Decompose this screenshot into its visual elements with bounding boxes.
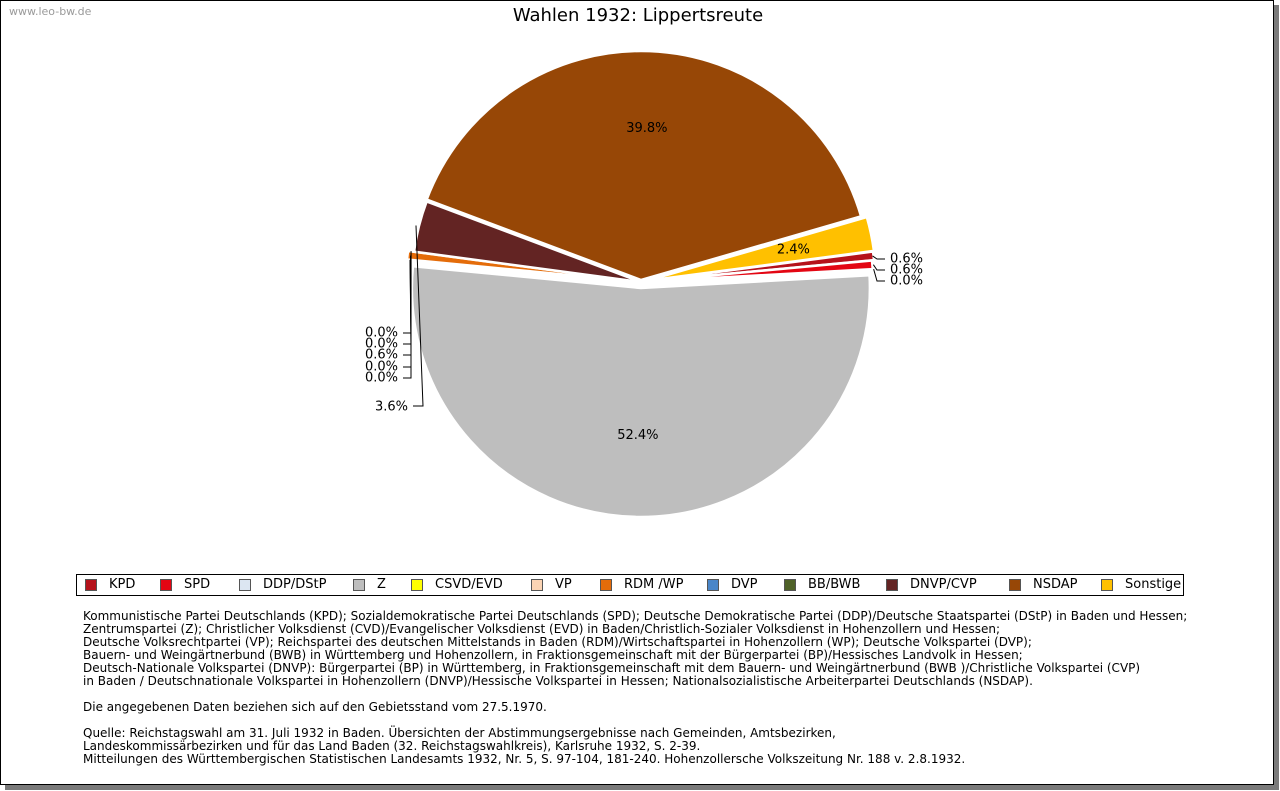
leader-line-bb-bwb — [403, 251, 412, 379]
legend-label-spd: SPD — [184, 577, 211, 592]
leader-line-vp — [403, 259, 412, 345]
pie-slice-z — [410, 264, 872, 519]
pie-slice-sonstige — [646, 215, 876, 283]
legend-swatch-nsdap — [1009, 579, 1021, 591]
footnote-line: Deutsch-Nationale Volkspartei (DNVP): Bü… — [83, 661, 1141, 675]
legend-swatch-sonstige — [1101, 579, 1113, 591]
footnote-line: in Baden / Deutschnationale Volkspartei … — [83, 674, 1033, 688]
legend-label-dnvp-cvp: DNVP/CVP — [910, 577, 977, 592]
legend-label-vp: VP — [555, 577, 572, 592]
legend-swatch-kpd — [85, 579, 97, 591]
legend-swatch-vp — [531, 579, 543, 591]
legend-swatch-spd — [160, 579, 172, 591]
legend-label-ddp-dstp: DDP/DStP — [263, 577, 327, 592]
legend-label-dvp: DVP — [731, 577, 758, 592]
data-label-kpd: 0.6% — [890, 252, 923, 267]
legend-swatch-z — [353, 579, 365, 591]
footnote-line: Landeskommissärbezirken und für das Land… — [83, 739, 701, 753]
watermark: www.leo-bw.de — [9, 5, 92, 18]
legend-label-nsdap: NSDAP — [1033, 577, 1078, 592]
legend-label-z: Z — [377, 577, 386, 592]
legend-swatch-dvp — [707, 579, 719, 591]
legend-label-kpd: KPD — [109, 577, 136, 592]
footnote: Kommunistische Partei Deutschlands (KPD)… — [83, 610, 1187, 766]
leader-line-ddp-dstp — [873, 268, 885, 282]
data-label-vp: 0.0% — [365, 337, 398, 352]
data-label-ddp-dstp: 0.0% — [890, 274, 923, 289]
data-label-dvp: 0.0% — [365, 360, 398, 375]
legend-swatch-bb-bwb — [784, 579, 796, 591]
legend-swatch-csvd-evd — [411, 579, 423, 591]
legend-label-rdm-wp: RDM /WP — [624, 577, 684, 592]
leader-line-dnvp-cvp — [413, 225, 424, 407]
leader-line-spd — [872, 264, 885, 271]
legend-label-sonstige: Sonstige — [1125, 577, 1182, 592]
legend-label-bb-bwb: BB/BWB — [808, 577, 861, 592]
data-label-csvd-evd: 0.0% — [365, 326, 398, 341]
footnote-line: Bauern- und Weingärtnerbund (BWB) in Wür… — [83, 648, 1023, 662]
footnote-line: Deutsche Volksrechtpartei (VP); Reichspa… — [83, 635, 1032, 649]
footnote-line: Zentrumspartei (Z); Christlicher Volksdi… — [83, 622, 1001, 636]
data-label-spd: 0.6% — [890, 263, 923, 278]
data-label-z: 52.4% — [617, 428, 658, 443]
legend-swatch-rdm-wp — [600, 579, 612, 591]
legend: KPD SPD DDP/DStP Z CSVD/EVD VP RDM /WP DVP BB/BW… — [76, 574, 1184, 596]
legend-label-csvd-evd: CSVD/EVD — [435, 577, 503, 592]
footnote-line: Die angegebenen Daten beziehen sich auf … — [83, 700, 547, 714]
data-label-rdm-wp: 0.6% — [365, 348, 398, 363]
leader-line-kpd — [872, 255, 885, 260]
data-label-bb-bwb: 0.0% — [365, 371, 398, 386]
footnote-line: Quelle: Reichstagswahl am 31. Juli 1932 … — [83, 726, 836, 740]
footnote-line: Mitteilungen des Württembergischen Stati… — [83, 752, 966, 766]
data-label-sonstige: 2.4% — [777, 243, 810, 258]
pie-slice-dnvp-cvp — [412, 199, 642, 284]
legend-swatch-ddp-dstp — [239, 579, 251, 591]
pie-slice-spd — [643, 259, 874, 284]
pie-chart: 52.4%39.8%2.4%0.6%0.6%0.0%0.0%0.0%0.6%0.… — [365, 49, 923, 519]
pie-slice-nsdap — [425, 49, 863, 282]
legend-swatch-dnvp-cvp — [886, 579, 898, 591]
chart-title: Wahlen 1932: Lippertsreute — [512, 5, 764, 26]
footnote-line: Kommunistische Partei Deutschlands (KPD)… — [83, 609, 1188, 623]
data-label-dnvp-cvp: 3.6% — [375, 400, 408, 415]
data-label-nsdap: 39.8% — [626, 121, 667, 136]
